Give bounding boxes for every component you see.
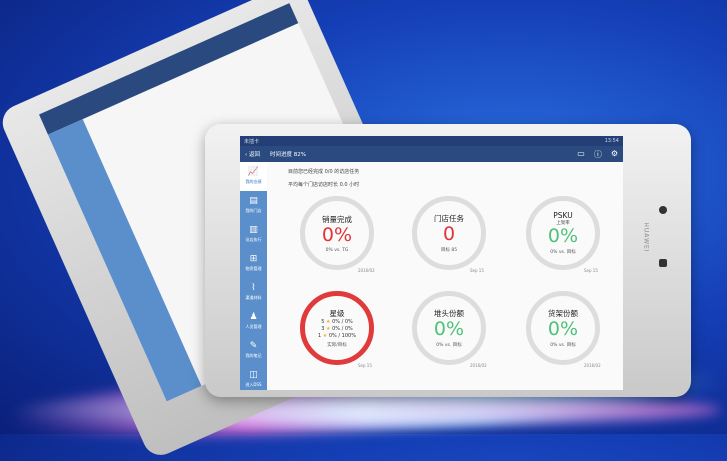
star-value: 0% / 0% — [332, 326, 353, 332]
sidebar-item[interactable]: ⊞ 物资管理 — [240, 249, 267, 278]
star-level: 1 — [318, 333, 322, 339]
metric-gauge[interactable]: 堆头份额 0% 0% vs. 目标 — [412, 291, 486, 365]
sidebar-item-label: 我的业绩 — [245, 179, 262, 184]
info-line: 平均每个门店访店时长 0.0 小时 — [288, 182, 360, 188]
sidebar-item[interactable]: ▤ 我的门店 — [240, 191, 267, 220]
note-icon: ✎ — [249, 341, 258, 351]
gauge-compare: 目标 85 — [440, 248, 458, 253]
clipboard-icon: ▥ — [249, 225, 258, 235]
gauge-compare: 0% vs. 目标 — [436, 343, 462, 348]
store-icon: ▤ — [249, 196, 258, 206]
sidebar-item-label: 人员管理 — [245, 324, 262, 329]
sidebar-item-label: 进入DSS — [245, 382, 262, 387]
gauge-compare: 实际/目标 — [327, 343, 347, 348]
star-level: 5 — [321, 319, 325, 325]
paperclip-icon: ⌇ — [251, 283, 256, 293]
gear-icon[interactable]: ⚙ — [610, 148, 618, 158]
gauge-date: 2016/02 — [584, 363, 601, 368]
carrier: 未插卡 — [244, 139, 260, 145]
metric-gauge[interactable]: 门店任务 0 目标 85 — [412, 196, 486, 270]
gauge-title: 星级 — [329, 309, 345, 318]
back-label: 返回 — [248, 152, 260, 158]
chart-icon: 📈 — [247, 167, 260, 177]
sidebar-item[interactable]: ▥ 访店执行 — [240, 220, 267, 249]
metric-gauge[interactable]: 星级 5 ★ 0% / 0% 3 ★ 0% / 0% 1 ★ 0% / 100% 实际/… — [300, 291, 374, 365]
gauge-title: 销量完成 — [322, 214, 352, 224]
people-icon: ♟ — [249, 312, 258, 322]
message-icon[interactable]: ▭ — [577, 148, 585, 158]
sidebar-item[interactable]: 📈 我的业绩 — [240, 162, 267, 191]
gauge-compare: 0% vs. 目标 — [550, 250, 576, 255]
sidebar: 📈 我的业绩 ▤ 我的门店 ▥ 访店执行 ⊞ 物资管理 ⌇ 渠道材料 ♟ 人员管理 ✎ 我的笔记 ◫ 进入DS… — [240, 162, 267, 390]
star-row: 3 ★ 0% / 0% — [321, 326, 353, 333]
sidebar-item-label: 渠道材料 — [245, 295, 262, 300]
back-button[interactable]: ‹ 返回 — [245, 152, 260, 158]
sidebar-item-label: 我的笔记 — [245, 353, 262, 358]
clock: 13:54 — [604, 138, 619, 144]
sidebar-item[interactable]: ⌇ 渠道材料 — [240, 278, 267, 307]
brand-logo: HUAWEI — [642, 222, 650, 253]
gauge-value: 0% — [547, 318, 579, 340]
sidebar-item[interactable]: ✎ 我的笔记 — [240, 336, 267, 365]
star-row: 1 ★ 0% / 100% — [318, 333, 356, 340]
metric-gauge[interactable]: 销量完成 0% 0% vs. TG — [300, 196, 374, 270]
app-screen: 未插卡 13:54 ‹ 返回 时间进度 82% ▭ ⓘ ⚙ 📈 我的业绩 ▤ 我的门店… — [240, 136, 623, 390]
camera — [659, 206, 667, 214]
gauge-compare: 0% vs. 目标 — [550, 343, 576, 348]
gauge-value: 0% — [433, 318, 465, 340]
gauge-date: Sep 15 — [584, 268, 598, 273]
grid-icon: ⊞ — [249, 254, 258, 264]
star-icon: ★ — [322, 333, 328, 339]
gauge-title: 货架份额 — [548, 309, 578, 318]
gauge-date: Sep 15 — [470, 268, 484, 273]
status-bar: 未插卡 13:54 — [240, 136, 623, 146]
sidebar-item-label: 物资管理 — [245, 266, 262, 271]
star-value: 0% / 0% — [332, 319, 353, 325]
nav-bar: ‹ 返回 时间进度 82% ▭ ⓘ ⚙ — [240, 146, 623, 162]
gauge-value: 0 — [442, 223, 456, 245]
sidebar-item[interactable]: ♟ 人员管理 — [240, 307, 267, 336]
metric-gauge[interactable]: 货架份额 0% 0% vs. 目标 — [526, 291, 600, 365]
star-row: 5 ★ 0% / 0% — [321, 319, 353, 326]
sidebar-item-label: 访店执行 — [245, 237, 262, 242]
gauge-value: 0% — [547, 225, 579, 247]
gauge-date: 2016/02 — [470, 363, 487, 368]
gauge-title: PSKU — [553, 211, 573, 220]
gauge-date: Sep 15 — [358, 363, 372, 368]
sidebar-item[interactable]: ◫ 进入DSS — [240, 365, 267, 390]
front-tablet: 未插卡 13:54 ‹ 返回 时间进度 82% ▭ ⓘ ⚙ 📈 我的业绩 ▤ 我的门店… — [205, 124, 691, 397]
gauge-title: 堆头份额 — [434, 309, 464, 318]
gauge-compare: 0% vs. TG — [325, 247, 349, 253]
gauge-subtitle: 上架率 — [556, 221, 570, 226]
star-level: 3 — [321, 326, 325, 332]
star-value: 0% / 100% — [328, 333, 356, 339]
gauge-value: 0% — [321, 223, 353, 246]
info-line: 目前您已经完成 0/0 的访店任务 — [288, 169, 360, 175]
home-key — [659, 259, 667, 267]
metric-gauge[interactable]: PSKU 上架率 0% 0% vs. 目标 — [526, 196, 600, 270]
gauge-date: 2016/02 — [358, 268, 375, 273]
page-title: 时间进度 82% — [269, 152, 306, 158]
gauge-title: 门店任务 — [434, 214, 464, 223]
dss-icon: ◫ — [249, 370, 258, 380]
sidebar-item-label: 我的门店 — [245, 208, 262, 213]
star-icon: ★ — [325, 326, 331, 332]
light-streak — [6, 395, 721, 425]
star-icon: ★ — [325, 319, 331, 325]
help-icon[interactable]: ⓘ — [593, 149, 602, 159]
